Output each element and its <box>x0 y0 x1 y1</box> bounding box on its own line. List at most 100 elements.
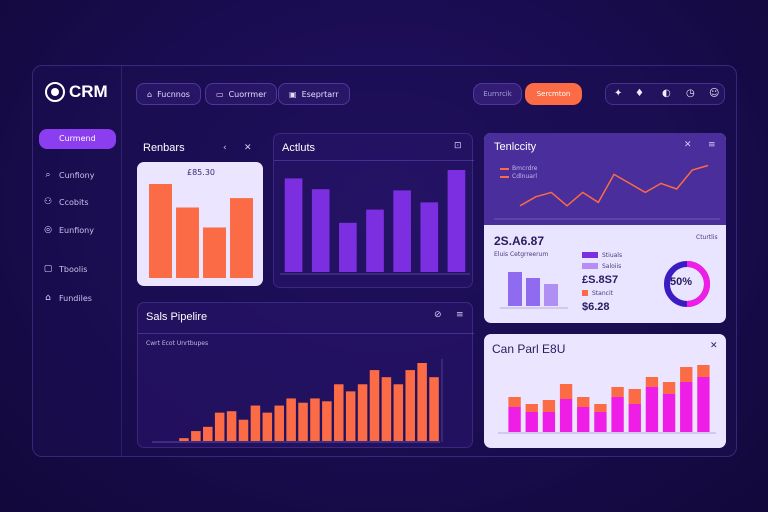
velocity-sub-label: Eluis Cetgrreerum <box>494 251 549 258</box>
cart-bar-top-9 <box>645 377 659 387</box>
donut-fill <box>664 261 710 307</box>
mini-bar-2 <box>526 278 540 306</box>
cart-bar-top-6 <box>594 404 607 412</box>
pipeline-bar-22 <box>429 377 439 441</box>
cart-bar-top-1 <box>508 397 521 407</box>
pipeline-bar-21 <box>417 363 427 441</box>
cart-bar-top-8 <box>628 389 641 404</box>
chevron-left-icon[interactable]: ‹ <box>223 143 227 153</box>
pin-icon[interactable]: ✦ <box>614 88 623 99</box>
pipeline-bar-18 <box>381 377 392 441</box>
divider <box>138 333 474 334</box>
donut-label: 50% <box>670 276 693 288</box>
legend2-item-3: Stancit <box>592 290 613 297</box>
toolbar-button-1[interactable]: ⌂ Fucnnos <box>136 83 201 105</box>
cart-bar-6 <box>594 412 607 432</box>
pipeline-bar-15 <box>345 391 356 441</box>
toolbar-pill-dark[interactable]: Eurnrcik <box>473 83 522 105</box>
cart-bar-11 <box>680 382 693 432</box>
rankings-bar-4 <box>230 198 253 278</box>
cart-bar-2 <box>525 412 538 432</box>
toolbar-pill-orange[interactable]: Sercmton <box>525 83 582 105</box>
cart-bar-top-12 <box>697 365 710 377</box>
chart-activity <box>280 170 470 275</box>
clock-icon[interactable]: ◷ <box>686 88 695 99</box>
sidebar: CRM Curmend ⌕ Cunfiony ⚇ Ccobits ◎ Eunfiony… <box>33 66 122 456</box>
activity-bar-4 <box>366 209 384 272</box>
bell-icon[interactable]: ♦ <box>635 88 644 99</box>
mini-bar-3 <box>544 284 558 306</box>
logo-text: CRM <box>69 82 108 101</box>
cart-bar-top-4 <box>559 384 573 399</box>
sidebar-item-active[interactable]: Curmend <box>39 129 116 149</box>
pipeline-bar-14 <box>334 384 344 441</box>
legend-item-2: Cdlnuarl <box>512 173 538 180</box>
rankings-bar-2 <box>176 207 199 278</box>
toolbar-icon-group: ✦ ♦ ◐ ◷ ☺ <box>605 83 725 105</box>
velocity-big-value: 2S.A6.87 <box>494 234 545 248</box>
logo-icon <box>45 82 65 102</box>
card-activity: Actluts ⊡ <box>273 133 474 288</box>
pipeline-bar-6 <box>238 419 249 441</box>
card-velocity-title: Tenlccity <box>494 141 537 153</box>
card-cart-title: Can Parl E8U <box>492 342 566 356</box>
pipeline-bar-19 <box>393 384 404 441</box>
cart-bar-8 <box>628 404 641 432</box>
activity-bar-6 <box>420 202 439 272</box>
pipeline-bar-9 <box>274 405 284 441</box>
legend-swatch-purple <box>582 252 598 258</box>
pipeline-bar-2 <box>191 431 201 441</box>
pipeline-bar-1 <box>179 438 189 441</box>
sidebar-item-3[interactable]: ◎ Eunfiony <box>44 225 94 235</box>
activity-bar-7 <box>447 170 466 272</box>
home-icon: ⌂ <box>147 89 153 99</box>
chart-velocity <box>494 164 720 220</box>
lock-icon[interactable]: ⊘ <box>434 310 442 320</box>
cart-bar-top-10 <box>662 382 676 394</box>
close-icon[interactable]: ✕ <box>244 143 252 153</box>
sidebar-item-2[interactable]: ⚇ Ccobits <box>43 197 89 207</box>
menu-icon[interactable]: ≡ <box>456 310 464 320</box>
card-rankings: Renbars ‹ ✕ £85.30 <box>137 142 263 286</box>
activity-bar-5 <box>393 190 411 272</box>
legend2-item-1: Stiuals <box>602 252 623 259</box>
toolbar-button-2[interactable]: ▭ Cuorrmer <box>205 83 278 105</box>
donut-chart <box>664 261 710 307</box>
activity-bar-2 <box>311 189 330 272</box>
card-pipeline-sub: Cwrt Ecot Unrtbupes <box>146 340 209 347</box>
cart-bar-top-7 <box>611 387 624 397</box>
pipeline-bar-11 <box>298 402 308 441</box>
cart-bar-3 <box>542 412 556 432</box>
toolbar-button-3[interactable]: ▣ Eseprtarr <box>278 83 350 105</box>
close-icon[interactable]: ✕ <box>710 341 718 351</box>
emoji-icon[interactable]: ☺ <box>709 88 720 99</box>
pipeline-bar-8 <box>262 412 273 441</box>
card-pipeline-title: Sals Pipelire <box>146 311 208 323</box>
sidebar-item-4[interactable]: ▢ Tboolis <box>43 264 88 274</box>
pipeline-bar-16 <box>357 384 368 441</box>
legend2-item-2: Saloiis <box>602 263 622 270</box>
card-pipeline: Sals Pipelire ⊘ ≡ Cwrt Ecot Unrtbupes <box>137 302 474 448</box>
cart-bar-9 <box>645 387 659 432</box>
settings-icon[interactable]: ◐ <box>662 88 671 99</box>
legend-item-1: Bmcrdre <box>512 165 538 172</box>
cart-bar-4 <box>559 399 573 432</box>
expand-icon[interactable]: ⊡ <box>454 141 462 151</box>
menu-icon[interactable]: ≡ <box>708 140 716 150</box>
sidebar-item-5[interactable]: ⌂ Fundiles <box>43 293 92 303</box>
lock-icon: ⌂ <box>45 293 51 303</box>
pipeline-bar-3 <box>203 426 213 441</box>
sidebar-item-1[interactable]: ⌕ Cunfiony <box>43 170 94 180</box>
pipeline-bar-17 <box>369 370 380 441</box>
chart-rankings <box>149 184 253 278</box>
pipeline-bar-13 <box>322 401 332 441</box>
cart-bar-10 <box>662 394 676 432</box>
close-icon[interactable]: ✕ <box>684 140 692 150</box>
velocity-stat-2: $6.28 <box>582 301 610 313</box>
search-icon: ⌕ <box>45 170 51 180</box>
chat-icon: ◎ <box>44 225 52 235</box>
activity-bar-3 <box>339 222 357 272</box>
cart-bar-7 <box>611 397 624 432</box>
folder-icon: ▭ <box>216 89 224 99</box>
card-rankings-title: Renbars <box>143 142 185 154</box>
